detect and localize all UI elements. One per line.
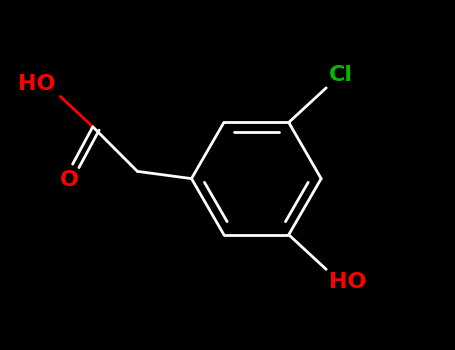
Text: Cl: Cl (329, 65, 353, 85)
Text: HO: HO (18, 74, 56, 93)
Text: HO: HO (329, 272, 367, 292)
Text: O: O (60, 170, 79, 190)
